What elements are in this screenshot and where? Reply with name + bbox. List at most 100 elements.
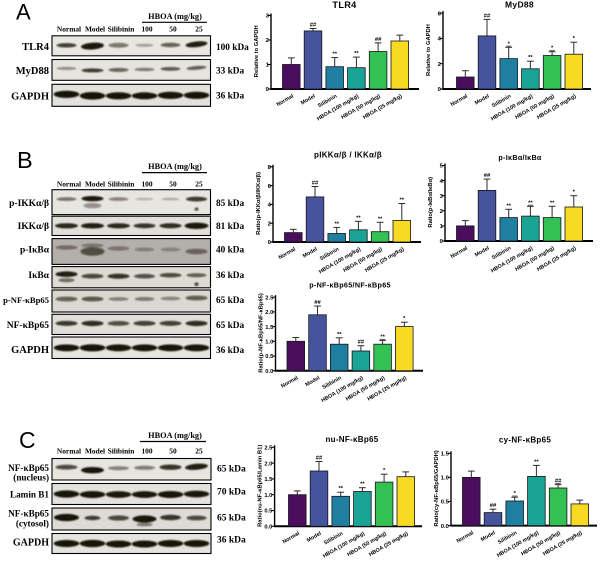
svg-text:##: ## [358,340,365,346]
svg-text:C: C [19,427,36,453]
svg-text:##: ## [484,173,491,179]
svg-text:70 kDa: 70 kDa [217,488,246,498]
svg-text:**: ** [354,51,359,57]
svg-text:Ratio(p-IκBα/IκBα): Ratio(p-IκBα/IκBα) [428,177,434,228]
svg-text:GAPDH: GAPDH [11,345,49,356]
svg-text:*: * [403,316,406,322]
svg-text:**: ** [356,215,361,221]
svg-text:(nucleus): (nucleus) [13,473,49,483]
svg-text:40 kDa: 40 kDa [216,246,245,256]
svg-text:p-IκBα: p-IκBα [20,246,50,256]
svg-text:**: ** [550,200,555,206]
svg-text:Relative to GAPDH: Relative to GAPDH [254,25,260,77]
svg-text:36 kDa: 36 kDa [216,346,245,356]
svg-text:Silibinin: Silibinin [108,180,135,189]
svg-text:TLR4: TLR4 [22,42,50,53]
svg-text:0.0: 0.0 [264,525,272,531]
svg-text:50: 50 [169,25,177,34]
svg-text:Model: Model [85,25,105,34]
svg-text:HBOA (mg/kg): HBOA (mg/kg) [148,12,202,21]
svg-text:100: 100 [141,25,152,34]
svg-text:##: ## [375,37,382,43]
svg-text:4: 4 [268,203,272,209]
svg-text:25: 25 [195,447,203,456]
svg-text:33 kDa: 33 kDa [216,67,245,77]
svg-text:p-IκBα/IκBα: p-IκBα/IκBα [498,153,542,162]
svg-text:85 kDa: 85 kDa [216,199,245,209]
svg-text:2.0: 2.0 [265,310,273,316]
svg-text:*: * [573,36,576,42]
svg-text:0.5: 0.5 [265,354,274,360]
svg-text:36 kDa: 36 kDa [216,92,245,102]
svg-text:5: 5 [440,164,444,170]
svg-text:3: 3 [266,14,270,20]
svg-text:**: ** [380,334,385,340]
svg-text:Normal: Normal [57,25,81,34]
svg-text:##: ## [484,13,491,19]
svg-text:65 kDa: 65 kDa [217,514,246,524]
svg-text:3: 3 [440,194,444,200]
svg-text:100: 100 [141,447,152,456]
svg-text:**: ** [506,203,511,209]
svg-text:2: 2 [438,62,441,68]
svg-text:*: * [551,46,554,52]
svg-text:1.5: 1.5 [264,477,273,483]
svg-text:50: 50 [169,180,177,189]
svg-text:2: 2 [440,209,443,215]
svg-text:MyD88: MyD88 [16,66,49,77]
svg-text:##: ## [310,22,317,28]
svg-text:NF-κBp65: NF-κBp65 [8,463,49,473]
svg-text:65 kDa: 65 kDa [216,296,245,306]
svg-text:Ratio(cy-NF-κBp65/GAPDH): Ratio(cy-NF-κBp65/GAPDH) [434,450,440,526]
svg-text:TLR4: TLR4 [332,0,357,10]
svg-text:(cytosol): (cytosol) [16,519,49,529]
svg-text:1.5: 1.5 [265,325,274,331]
svg-text:50: 50 [169,447,177,456]
svg-text:NF-κBp65: NF-κBp65 [8,509,49,519]
svg-text:**: ** [338,486,343,492]
svg-text:*: * [508,41,511,47]
svg-text:**: ** [528,200,533,206]
svg-text:6: 6 [438,11,442,17]
svg-text:GAPDH: GAPDH [11,92,49,103]
svg-text:HBOA (mg/kg): HBOA (mg/kg) [148,162,202,171]
svg-text:100 kDa: 100 kDa [216,43,249,53]
svg-text:4: 4 [440,179,444,185]
svg-text:0.0: 0.0 [441,524,449,530]
svg-text:nu-NF-κBp65: nu-NF-κBp65 [325,435,378,444]
svg-text:0.5: 0.5 [441,500,450,506]
svg-text:MyD88: MyD88 [505,0,534,10]
svg-text:65 kDa: 65 kDa [216,321,245,331]
svg-text:25: 25 [195,25,203,34]
svg-text:0: 0 [268,240,271,246]
svg-text:2: 2 [266,38,269,44]
svg-text:Ratio(p-NF-κBp65/NF-κBp65): Ratio(p-NF-κBp65/NF-κBp65) [259,293,265,373]
svg-text:1: 1 [440,224,444,230]
svg-text:Normal: Normal [57,447,81,456]
svg-text:100: 100 [141,180,152,189]
svg-text:1.0: 1.0 [265,340,273,346]
svg-text:1.0: 1.0 [264,493,272,499]
svg-text:0.0: 0.0 [265,369,273,375]
svg-text:6: 6 [268,184,272,190]
svg-text:**: ** [378,216,383,222]
svg-text:##: ## [490,503,497,509]
svg-text:36 kDa: 36 kDa [217,536,246,546]
svg-text:4: 4 [438,37,442,43]
svg-text:**: ** [334,221,339,227]
svg-text:**: ** [400,197,405,203]
svg-text:8: 8 [268,165,272,171]
svg-text:p-NF-κBp65: p-NF-κBp65 [3,295,49,305]
svg-text:36 kDa: 36 kDa [216,271,245,281]
svg-text:GAPDH: GAPDH [13,538,49,549]
svg-text:0.5: 0.5 [264,509,273,515]
svg-text:Silibinin: Silibinin [108,447,135,456]
svg-text:*: * [383,468,386,474]
svg-text:HBOA (mg/kg): HBOA (mg/kg) [148,431,202,440]
svg-text:**: ** [534,459,539,465]
svg-text:0: 0 [440,239,443,245]
svg-text:##: ## [316,456,323,462]
svg-text:1.5: 1.5 [441,452,450,458]
svg-text:0: 0 [438,87,441,93]
svg-text:**: ** [337,332,342,338]
